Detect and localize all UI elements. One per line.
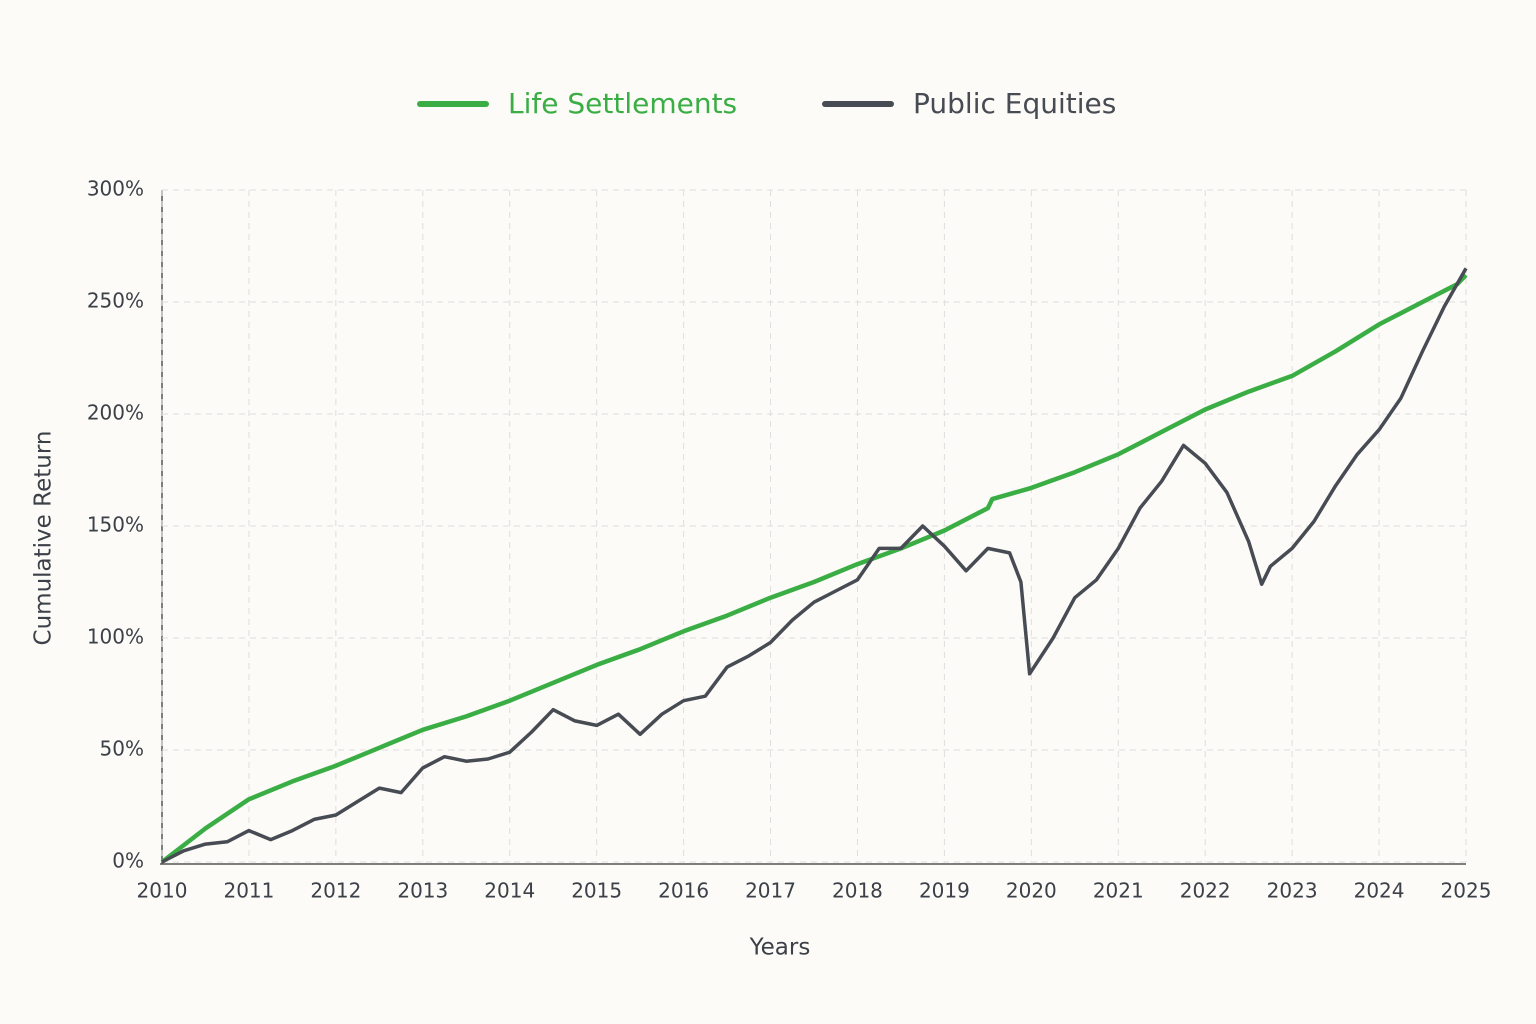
x-tick-label: 2010 — [137, 879, 188, 903]
y-tick-label: 100% — [87, 625, 144, 649]
legend-label: Life Settlements — [508, 87, 737, 120]
y-tick-label: 250% — [87, 289, 144, 313]
x-tick-label: 2011 — [223, 879, 274, 903]
y-tick-label: 200% — [87, 401, 144, 425]
x-tick-label: 2022 — [1180, 879, 1231, 903]
y-tick-label: 0% — [112, 849, 144, 873]
x-tick-label: 2015 — [571, 879, 622, 903]
x-tick-label: 2012 — [310, 879, 361, 903]
x-tick-label: 2021 — [1093, 879, 1144, 903]
x-tick-label: 2023 — [1267, 879, 1318, 903]
x-axis-title: Years — [749, 935, 811, 961]
x-tick-label: 2018 — [832, 879, 883, 903]
legend-label: Public Equities — [913, 87, 1116, 120]
x-tick-label: 2024 — [1354, 879, 1405, 903]
x-tick-label: 2016 — [658, 879, 709, 903]
y-tick-label: 50% — [100, 737, 144, 761]
x-tick-label: 2025 — [1441, 879, 1492, 903]
line-series — [160, 273, 1468, 864]
y-tick-label: 300% — [87, 177, 144, 201]
y-tick-label: 150% — [87, 513, 144, 537]
x-tick-label: 2020 — [1006, 879, 1057, 903]
y-axis-title: Cumulative Return — [31, 431, 57, 646]
x-tick-label: 2013 — [397, 879, 448, 903]
x-tick-label: 2014 — [484, 879, 535, 903]
line-series — [161, 267, 1468, 864]
x-tick-label: 2017 — [745, 879, 796, 903]
x-tick-label: 2019 — [919, 879, 970, 903]
